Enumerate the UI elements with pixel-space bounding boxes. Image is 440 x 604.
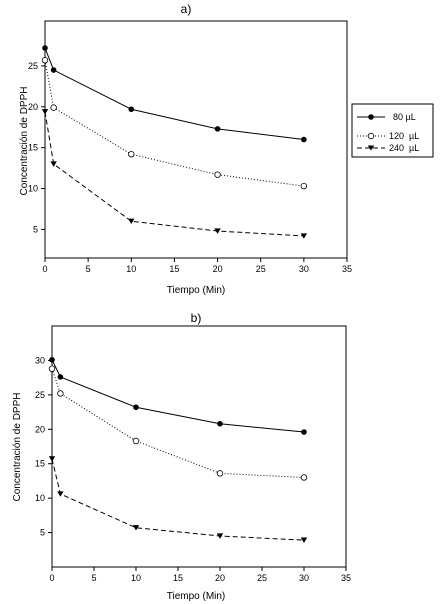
data-point	[42, 45, 48, 51]
data-point	[300, 537, 308, 543]
y-tick-label: 25	[35, 390, 45, 400]
chart-panel-b: b) 0 5 10 15 20 25 30 35 5 10 15 20 25 30 Tiempo (Mi…	[12, 311, 351, 602]
data-point	[214, 171, 221, 178]
series-line-1	[44, 60, 304, 187]
x-tick-label: 25	[257, 573, 267, 583]
x-tick-label: 15	[173, 573, 183, 583]
x-tick-label: 25	[256, 264, 266, 274]
data-point	[216, 533, 224, 539]
data-point	[300, 233, 308, 239]
data-point	[50, 104, 57, 111]
y-ticks-b: 5 10 15 20 25 30	[35, 355, 52, 538]
plot-frame-b	[51, 325, 347, 568]
x-tick-label: 20	[215, 573, 225, 583]
x-axis-title-a: Tiempo (Min)	[167, 285, 226, 296]
data-point	[128, 218, 135, 225]
data-point	[57, 374, 64, 380]
series-layer-b	[48, 356, 308, 543]
data-point	[214, 228, 221, 234]
data-point	[41, 109, 49, 115]
y-tick-label: 5	[33, 224, 38, 234]
data-point	[214, 126, 221, 132]
legend-label-120: 120 µL	[389, 131, 419, 141]
data-point	[50, 161, 57, 167]
series-line-2	[51, 458, 305, 541]
y-tick-label: 20	[28, 102, 38, 112]
legend-label-240: 240 µL	[389, 143, 419, 153]
legend-entry-240: 240 µL	[357, 143, 419, 153]
y-tick-label: 20	[35, 424, 45, 434]
x-tick-label: 5	[91, 573, 96, 583]
x-tick-label: 0	[49, 573, 54, 583]
x-ticks-b: 0 5 10 15 20 25 30 35	[49, 567, 351, 583]
y-tick-label: 10	[35, 493, 45, 503]
x-tick-label: 15	[169, 264, 179, 274]
chart-panel-a: a) 0 5 10 15 20 25 30 35 5 10 15 20 25 Tiempo (Min)…	[19, 2, 434, 296]
x-tick-label: 0	[42, 264, 47, 274]
data-point	[301, 136, 307, 143]
y-ticks-a: 5 10 15 20 25	[28, 61, 45, 234]
data-point	[57, 491, 64, 497]
data-point	[50, 67, 57, 73]
y-tick-label: 15	[28, 143, 38, 153]
series-layer-a	[41, 45, 308, 239]
series-line-0	[44, 47, 304, 140]
data-point	[132, 437, 140, 445]
x-tick-label: 35	[342, 264, 352, 274]
plot-frame-a	[44, 20, 348, 259]
x-ticks-a: 0 5 10 15 20 25 30 35	[42, 258, 352, 274]
data-point	[216, 470, 224, 477]
y-tick-label: 15	[35, 459, 45, 469]
x-tick-label: 35	[341, 573, 351, 583]
y-axis-title-a: Concentración de DPPH	[19, 87, 30, 196]
x-tick-label: 10	[131, 573, 141, 583]
y-tick-label: 5	[40, 528, 45, 538]
panel-label-a: a)	[181, 2, 192, 16]
x-tick-label: 20	[213, 264, 223, 274]
series-line-2	[44, 111, 304, 237]
x-axis-title-b: Tiempo (Min)	[167, 591, 226, 602]
data-point	[57, 390, 64, 397]
legend-marker-120	[367, 132, 375, 140]
y-tick-label: 25	[28, 61, 38, 71]
legend-entry-80: 80 µL	[357, 112, 416, 122]
data-point	[300, 474, 308, 481]
y-tick-label: 30	[35, 355, 45, 365]
x-tick-label: 10	[126, 264, 136, 274]
legend-marker-80	[368, 114, 374, 120]
y-tick-label: 10	[28, 184, 38, 194]
data-point	[49, 356, 55, 363]
legend-label-80: 80 µL	[393, 112, 416, 122]
legend: 80 µL 120 µL 240 µL	[351, 103, 434, 158]
x-tick-label: 5	[86, 264, 91, 274]
legend-marker-240	[367, 145, 375, 151]
data-point	[48, 365, 56, 372]
data-point	[301, 429, 307, 435]
data-point	[128, 106, 135, 113]
legend-entry-120: 120 µL	[357, 131, 419, 141]
data-point	[133, 404, 139, 411]
y-axis-title-b: Concentración de DPPH	[12, 393, 23, 502]
series-line-0	[51, 359, 305, 433]
x-tick-label: 30	[299, 573, 309, 583]
x-tick-label: 30	[299, 264, 309, 274]
data-point	[300, 182, 308, 190]
panel-label-b: b)	[191, 311, 202, 325]
data-point	[41, 57, 49, 64]
data-point	[128, 151, 135, 158]
series-line-1	[51, 368, 305, 478]
data-point	[48, 456, 56, 462]
data-point	[217, 420, 223, 427]
data-point	[132, 525, 140, 531]
